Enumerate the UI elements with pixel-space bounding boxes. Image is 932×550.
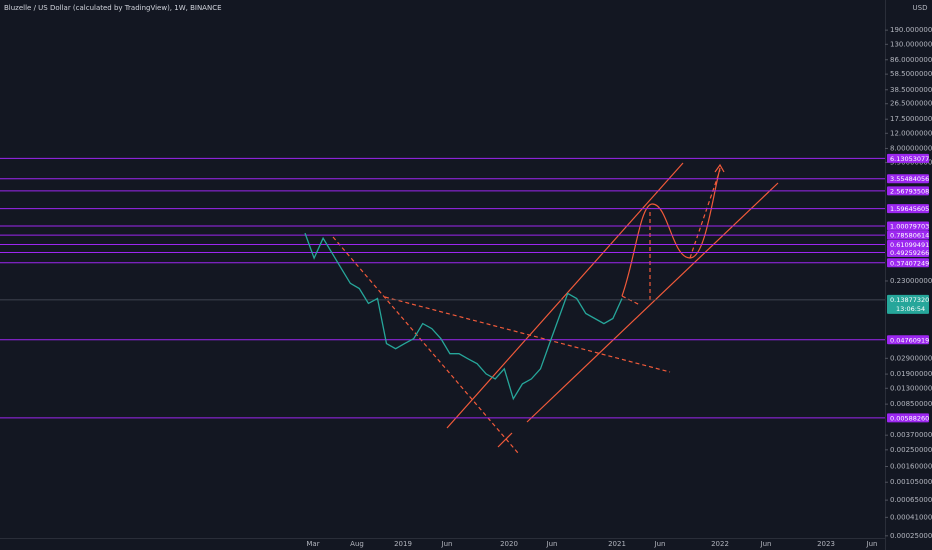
projection-dashed [621, 295, 641, 306]
y-tick-label: 0.02900000 [890, 354, 932, 362]
level-label: 1.59645605 [890, 205, 929, 213]
drawings [332, 162, 779, 454]
level-badge [887, 204, 929, 214]
y-tick-label: 130.00000000 [890, 40, 932, 48]
level-label: 0.00588260 [890, 414, 929, 422]
y-tick-label: 38.50000000 [890, 86, 932, 94]
level-label: 0.37407249 [890, 259, 929, 267]
level-badge [887, 248, 929, 258]
x-tick-label: Aug [350, 540, 364, 548]
x-tick-label: Jun [546, 540, 558, 548]
channel-lower [526, 182, 779, 423]
y-tick-label: 12.00000000 [890, 129, 932, 137]
level-label: 2.56793508 [890, 187, 929, 195]
price-line [304, 232, 623, 401]
y-tick-label: 0.00041000 [890, 513, 932, 521]
projection-curve [621, 167, 721, 297]
level-label: 1.00079703 [890, 223, 929, 231]
y-tick-label: 58.50000000 [890, 70, 932, 78]
level-badge [887, 221, 929, 231]
y-tick-label: 0.00160000 [890, 462, 932, 470]
level-badge [887, 230, 929, 240]
level-label: 0.61099491 [890, 241, 929, 249]
x-tick-label: 2019 [394, 540, 412, 548]
x-tick-label: 2022 [711, 540, 729, 548]
x-tick-label: Jun [760, 540, 772, 548]
y-tick-label: 0.00065000 [890, 496, 932, 504]
current-price-badge [887, 294, 929, 314]
y-tick-label: 0.00370000 [890, 431, 932, 439]
channel-upper [446, 162, 684, 429]
countdown: 13:06:54 [896, 305, 925, 313]
y-tick-label: 86.00000000 [890, 56, 932, 64]
y-tick-label: 190.00000000 [890, 26, 932, 34]
level-label: 0.49259266 [890, 249, 929, 257]
level-label: 6.13053077 [890, 155, 929, 163]
x-tick-label: Jun [441, 540, 453, 548]
y-tick-label: 0.23000000 [890, 277, 932, 285]
x-tick-label: Jun [866, 540, 878, 548]
y-tick-label: 26.50000000 [890, 100, 932, 108]
level-badge [887, 258, 929, 268]
y-tick-label: 0.00850000 [890, 400, 932, 408]
trend-short [497, 432, 513, 448]
level-badge [887, 186, 929, 196]
x-tick-label: Mar [306, 540, 319, 548]
level-label: 0.04760919 [890, 336, 929, 344]
y-tick-label: 8.00000000 [890, 144, 932, 152]
level-badge [887, 153, 929, 163]
y-tick-label: 0.01300000 [890, 384, 932, 392]
level-badge [887, 335, 929, 345]
y-tick-label: 17.50000000 [890, 115, 932, 123]
x-tick-label: Jun [654, 540, 666, 548]
trend-dashed [332, 236, 519, 454]
level-label: 3.55484056 [890, 175, 929, 183]
level-badge [887, 239, 929, 249]
currency: USD [913, 4, 928, 12]
y-tick-label: 0.00105000 [890, 478, 932, 486]
y-tick-label: 0.00250000 [890, 446, 932, 454]
arrow-head [714, 163, 725, 173]
projection-dashed [689, 169, 721, 259]
level-badge [887, 174, 929, 184]
y-tick-label: 0.00025000 [890, 532, 932, 540]
x-tick-label: 2023 [817, 540, 835, 548]
y-tick-label: 0.01900000 [890, 370, 932, 378]
current-price-label: 0.13877320 [890, 296, 929, 304]
x-tick-label: 2021 [608, 540, 626, 548]
chart-title: Bluzelle / US Dollar (calculated by Trad… [4, 4, 222, 12]
level-badge [887, 413, 929, 423]
x-tick-label: 2020 [500, 540, 518, 548]
trend-dashed [384, 296, 671, 373]
level-label: 0.78580614 [890, 232, 929, 240]
